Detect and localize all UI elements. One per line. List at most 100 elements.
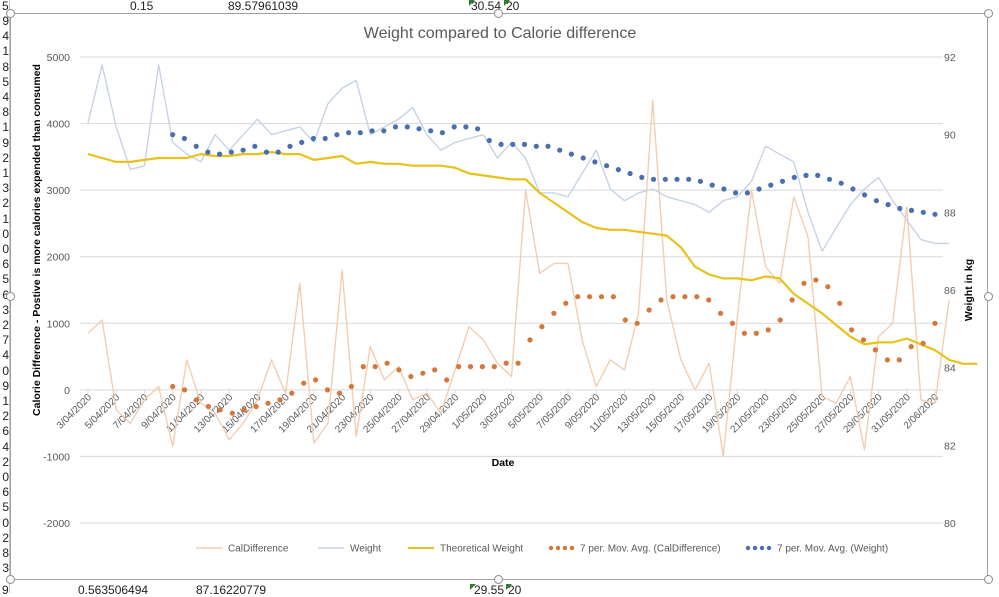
row-number[interactable]: 1: [2, 166, 9, 180]
data-point: [444, 377, 450, 383]
y-tick-label: 1000: [47, 318, 71, 330]
cell-bottom-2[interactable]: 87.16220779: [196, 583, 267, 597]
resize-handle-top[interactable]: [494, 9, 503, 18]
row-number[interactable]: 0: [2, 363, 9, 378]
resize-handle-left[interactable]: [6, 292, 15, 301]
data-point: [381, 128, 387, 134]
data-point: [498, 141, 504, 147]
data-point: [408, 373, 414, 380]
row-number[interactable]: 5: [2, 500, 9, 515]
data-point: [193, 143, 199, 149]
cell-top-3[interactable]: 30.54: [471, 0, 502, 13]
row-number[interactable]: 1: [2, 120, 9, 135]
row-number[interactable]: 2: [2, 409, 9, 424]
cell-top-1[interactable]: 0.15: [130, 0, 154, 13]
data-point: [533, 143, 539, 149]
data-point: [634, 320, 640, 326]
row-number[interactable]: 1: [2, 44, 9, 59]
data-point: [479, 364, 485, 370]
data-point: [744, 190, 751, 196]
data-point: [324, 387, 331, 393]
row-number[interactable]: 0: [2, 470, 9, 484]
row-number[interactable]: 1: [2, 211, 9, 226]
data-point: [580, 155, 586, 161]
chart-object[interactable]: Weight compared to Calorie difference 50…: [10, 13, 988, 580]
data-point: [791, 174, 797, 180]
data-point: [789, 297, 795, 303]
row-number[interactable]: 2: [2, 530, 9, 545]
data-point: [622, 317, 628, 323]
cell-bottom-1[interactable]: 0.563506494: [78, 583, 149, 597]
row-number[interactable]: 4: [2, 348, 9, 363]
data-point: [275, 149, 281, 155]
row-number[interactable]: 4: [2, 439, 9, 454]
data-point: [170, 132, 176, 138]
row-number[interactable]: 8: [2, 59, 9, 74]
data-point: [862, 192, 868, 198]
row-number[interactable]: 0: [2, 242, 9, 256]
resize-handle-bottom-left[interactable]: [6, 575, 15, 584]
row-number[interactable]: 1: [2, 394, 9, 408]
resize-handle-right[interactable]: [984, 292, 993, 301]
series-line: [87, 99, 950, 458]
data-point: [768, 182, 774, 188]
row-number[interactable]: 3: [2, 181, 9, 196]
error-indicator-icon: [506, 584, 512, 590]
row-number[interactable]: 6: [2, 257, 9, 272]
data-point: [563, 300, 569, 306]
cell-bottom-3[interactable]: 29.55: [474, 583, 505, 597]
data-point: [815, 172, 821, 178]
row-number[interactable]: 9: [2, 14, 9, 28]
row-number[interactable]: 8: [2, 546, 9, 560]
row-number[interactable]: 3: [2, 561, 9, 576]
row-number[interactable]: 0: [2, 226, 9, 241]
data-point: [475, 126, 481, 132]
data-point: [706, 297, 712, 303]
data-point: [826, 176, 833, 182]
row-number[interactable]: 4: [2, 90, 9, 104]
row-number[interactable]: 3: [2, 302, 9, 317]
row-number[interactable]: 0: [2, 515, 9, 530]
row-number[interactable]: 6: [2, 424, 9, 439]
data-point: [357, 130, 363, 136]
data-point: [777, 317, 783, 323]
data-point: [674, 176, 680, 182]
data-point: [322, 135, 328, 142]
data-point: [545, 143, 551, 149]
y2-axis-title: Weight in kg: [963, 259, 975, 321]
data-point: [920, 209, 926, 215]
data-point: [439, 130, 445, 136]
error-indicator-icon: [470, 584, 476, 590]
data-point: [181, 135, 187, 142]
row-number[interactable]: 2: [2, 318, 9, 332]
data-point: [694, 294, 700, 300]
row-number[interactable]: 2: [2, 454, 9, 469]
row-number[interactable]: 2: [2, 150, 9, 165]
row-number[interactable]: 4: [2, 29, 9, 44]
row-number[interactable]: 5: [2, 74, 9, 89]
row-number[interactable]: 9: [2, 378, 9, 393]
row-number[interactable]: 8: [2, 105, 9, 120]
row-number[interactable]: 6: [2, 485, 9, 500]
row-number[interactable]: 7: [2, 333, 9, 348]
resize-handle-bottom[interactable]: [494, 575, 503, 584]
row-number[interactable]: 9: [2, 135, 9, 150]
data-point: [451, 124, 457, 130]
row-number[interactable]: 5: [2, 272, 9, 287]
data-point: [263, 149, 270, 155]
data-point: [182, 387, 188, 393]
error-indicator-icon: [504, 0, 510, 6]
cell-top-2[interactable]: 89.57961039: [228, 0, 299, 13]
data-point: [510, 141, 516, 147]
data-point: [718, 310, 724, 316]
row-number[interactable]: 2: [2, 196, 9, 211]
data-point: [849, 327, 855, 333]
data-point: [557, 147, 563, 153]
legend-swatch-dot: [562, 545, 568, 551]
resize-handle-bottom-right[interactable]: [984, 575, 993, 584]
resize-handle-top-right[interactable]: [984, 9, 993, 18]
row-number[interactable]: 6: [0, 289, 9, 301]
resize-handle-top-left[interactable]: [6, 9, 15, 18]
row-label-top: 5: [2, 0, 9, 13]
data-point: [301, 380, 307, 386]
